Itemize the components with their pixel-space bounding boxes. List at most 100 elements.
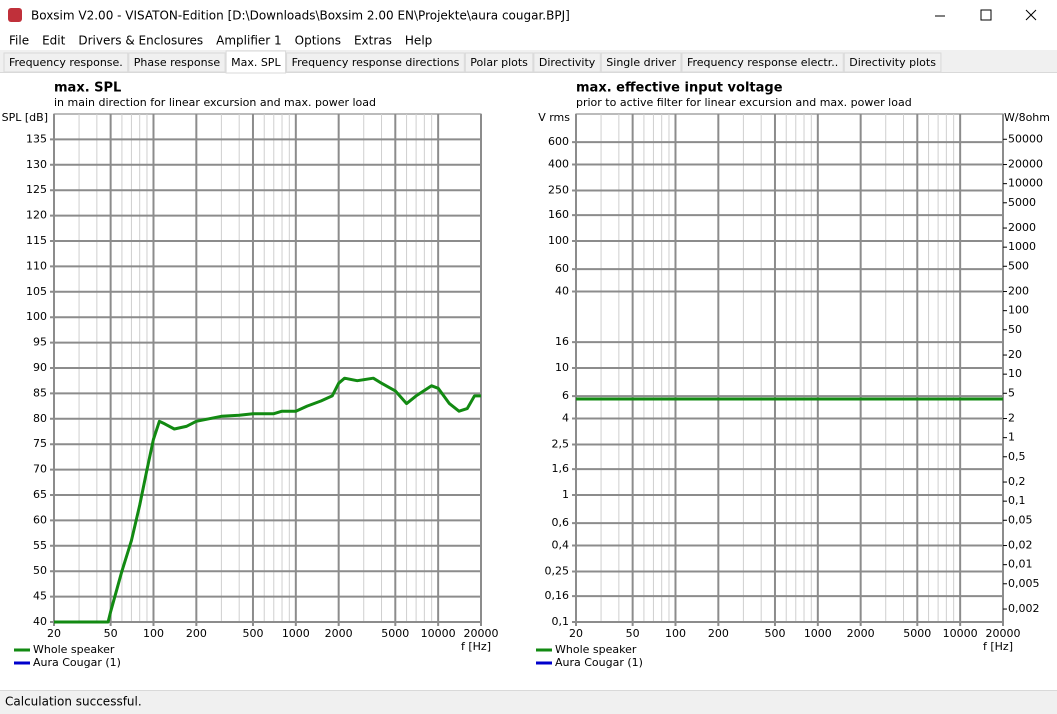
y2-tick-label: 0,2: [1008, 475, 1026, 488]
x-tick-label: 100: [665, 627, 686, 640]
x-tick-label: 20000: [464, 627, 499, 640]
y-tick-label: 16: [555, 335, 569, 348]
y-axis-label: V rms: [538, 111, 570, 124]
y-tick-label: 0,6: [552, 516, 570, 529]
y-tick-label: 65: [33, 488, 47, 501]
y-tick-label: 100: [548, 234, 569, 247]
y-tick-label: 50: [33, 564, 47, 577]
chart-title: max. SPL: [54, 81, 121, 96]
y-tick-label: 135: [26, 132, 47, 145]
x-tick-label: 5000: [903, 627, 931, 640]
y2-tick-label: 100: [1008, 304, 1029, 317]
tab-label[interactable]: Directivity plots: [849, 56, 936, 69]
y2-tick-label: 5000: [1008, 196, 1036, 209]
menu-item[interactable]: Extras: [354, 34, 392, 48]
x-axis-label: f [Hz]: [461, 640, 491, 653]
y2-tick-label: 5: [1008, 386, 1015, 399]
y-tick-label: 4: [562, 412, 569, 425]
y-axis-label: SPL [dB]: [2, 111, 48, 124]
x-tick-label: 10000: [421, 627, 456, 640]
title-menu-bg: [0, 0, 1057, 50]
status-text: Calculation successful.: [5, 695, 142, 709]
tab-label[interactable]: Directivity: [539, 56, 596, 69]
y2-tick-label: 0,01: [1008, 558, 1033, 571]
y2-tick-label: 10000: [1008, 177, 1043, 190]
tab[interactable]: [464, 52, 534, 73]
y-tick-label: 40: [555, 285, 569, 298]
y-tick-label: 160: [548, 208, 569, 221]
y2-tick-label: 0,5: [1008, 450, 1026, 463]
y-tick-label: 90: [33, 361, 47, 374]
menu-item[interactable]: Options: [295, 34, 341, 48]
y-tick-label: 0,4: [552, 539, 570, 552]
y-tick-label: 95: [33, 336, 47, 349]
y-tick-label: 1,6: [552, 462, 570, 475]
chart-title: max. effective input voltage: [576, 81, 783, 96]
menu-item[interactable]: Drivers & Enclosures: [78, 34, 203, 48]
chart-subtitle: prior to active filter for linear excurs…: [576, 96, 912, 109]
close-button[interactable]: [1025, 9, 1037, 21]
maximize-button[interactable]: [980, 9, 992, 21]
legend-label: Whole speaker: [33, 643, 115, 656]
tab[interactable]: [843, 52, 942, 73]
tab-label[interactable]: Phase response: [134, 56, 221, 69]
y2-tick-label: 0,002: [1008, 602, 1040, 615]
tab-label[interactable]: Single driver: [606, 56, 676, 69]
y-tick-label: 105: [26, 285, 47, 298]
tab[interactable]: [225, 50, 287, 74]
legend-label: Whole speaker: [555, 643, 637, 656]
chart-subtitle: in main direction for linear excursion a…: [54, 96, 376, 109]
y-tick-label: 100: [26, 310, 47, 323]
y-tick-label: 110: [26, 259, 47, 272]
y-tick-label: 70: [33, 463, 47, 476]
tab[interactable]: [286, 52, 465, 73]
y-tick-label: 2,5: [552, 437, 570, 450]
x-tick-label: 200: [186, 627, 207, 640]
y-tick-label: 6: [562, 389, 569, 402]
y-tick-label: 1: [562, 488, 569, 501]
y-tick-label: 115: [26, 234, 47, 247]
y2-axis-label: W/8ohm: [1004, 111, 1050, 124]
menu-item[interactable]: File: [9, 34, 29, 48]
y-tick-label: 130: [26, 158, 47, 171]
tab-label[interactable]: Frequency response electr..: [687, 56, 838, 69]
menu-item[interactable]: Edit: [42, 34, 66, 48]
y2-tick-label: 0,005: [1008, 577, 1040, 590]
y-tick-label: 80: [33, 412, 47, 425]
x-tick-label: 20: [47, 627, 61, 640]
x-tick-label: 20: [569, 627, 583, 640]
y-tick-label: 0,25: [545, 564, 570, 577]
y-tick-label: 120: [26, 209, 47, 222]
tab-label[interactable]: Polar plots: [470, 56, 528, 69]
y-tick-label: 45: [33, 590, 47, 603]
y2-tick-label: 50: [1008, 323, 1022, 336]
x-tick-label: 500: [242, 627, 263, 640]
y2-tick-label: 50000: [1008, 132, 1043, 145]
y-tick-label: 10: [555, 361, 569, 374]
menu-item[interactable]: Amplifier 1: [216, 34, 282, 48]
x-axis-label: f [Hz]: [983, 640, 1013, 653]
tab-label[interactable]: Frequency response directions: [292, 56, 460, 69]
legend-label: Aura Cougar (1): [555, 656, 643, 669]
y-tick-label: 60: [33, 513, 47, 526]
tab[interactable]: [533, 52, 601, 73]
y-tick-label: 125: [26, 183, 47, 196]
x-tick-label: 100: [143, 627, 164, 640]
x-tick-label: 1000: [804, 627, 832, 640]
y-tick-label: 75: [33, 437, 47, 450]
tab[interactable]: [600, 52, 682, 73]
tab-label[interactable]: Max. SPL: [231, 56, 281, 69]
y-tick-label: 600: [548, 135, 569, 148]
tab-label[interactable]: Frequency response.: [9, 56, 123, 69]
tab[interactable]: [128, 52, 226, 73]
y-tick-label: 250: [548, 183, 569, 196]
x-tick-label: 50: [104, 627, 118, 640]
y2-tick-label: 0,05: [1008, 513, 1033, 526]
tab[interactable]: [3, 52, 129, 73]
y-tick-label: 55: [33, 539, 47, 552]
y-tick-label: 400: [548, 158, 569, 171]
tab[interactable]: [681, 52, 844, 73]
y2-tick-label: 2000: [1008, 221, 1036, 234]
menu-item[interactable]: Help: [405, 34, 432, 48]
